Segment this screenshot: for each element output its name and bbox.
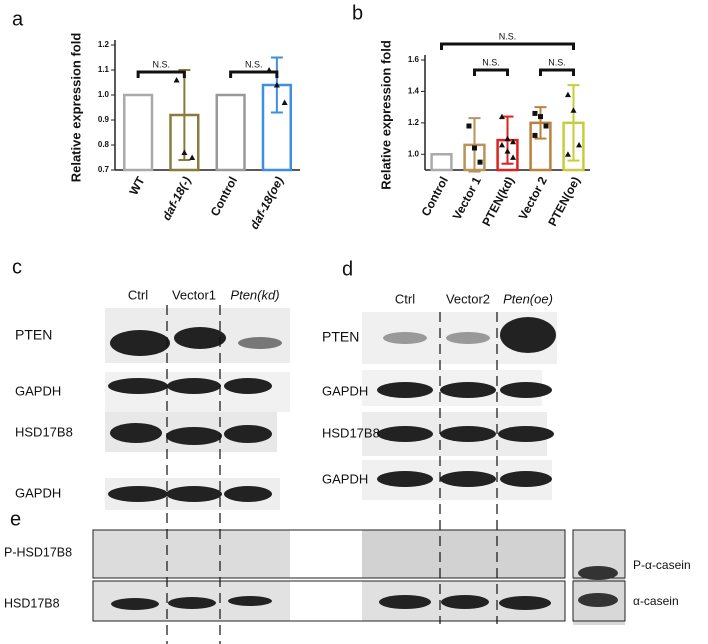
y-tick-label: 1.0 xyxy=(408,149,420,158)
y-tick-label: 1.4 xyxy=(408,87,420,96)
y-axis-label: Relative expression fold xyxy=(68,33,83,183)
x-tick-label: Vector 1 xyxy=(450,174,484,222)
x-tick-label: daf-18(-) xyxy=(159,174,194,222)
row-label: HSD17B8 xyxy=(4,596,60,610)
row-label: GAPDH xyxy=(322,383,368,398)
x-tick-label: PTEN(oe) xyxy=(545,174,583,228)
data-point xyxy=(498,141,505,148)
error-bar xyxy=(468,117,481,173)
y-axis-label: Relative expression fold xyxy=(378,40,393,190)
row-label: HSD17B8 xyxy=(322,425,380,440)
y-tick-label: 1.2 xyxy=(408,118,420,127)
data-point xyxy=(281,99,288,105)
lane-label: Ctrl xyxy=(128,287,148,302)
panel-letter: b xyxy=(352,2,363,24)
error-bar xyxy=(178,69,191,161)
row-label: GAPDH xyxy=(15,485,61,500)
bar xyxy=(430,153,453,172)
panel-letter: d xyxy=(342,258,353,280)
error-bar xyxy=(534,106,547,140)
data-point xyxy=(189,154,196,160)
y-tick-label: 1.2 xyxy=(98,40,110,49)
significance-bracket xyxy=(229,70,279,78)
data-point xyxy=(510,138,517,145)
data-point xyxy=(504,148,511,154)
marker-label: α-casein xyxy=(633,594,679,608)
y-tick-label: 1.1 xyxy=(98,65,110,74)
data-point xyxy=(532,110,538,116)
annotation: N.S. xyxy=(548,57,566,67)
annotation: N.S. xyxy=(499,31,517,41)
significance-bracket xyxy=(539,68,575,76)
annotation: N.S. xyxy=(245,59,263,69)
blot-images xyxy=(92,305,626,644)
panel-letter: c xyxy=(12,256,22,278)
x-tick-label: Control xyxy=(208,174,240,218)
data-point xyxy=(504,135,511,142)
data-point xyxy=(564,151,571,157)
annotation: N.S. xyxy=(152,59,170,69)
x-tick-label: PTEN(kd) xyxy=(479,174,517,228)
data-point xyxy=(173,77,180,83)
lane-label: Vector2 xyxy=(446,291,490,306)
data-point xyxy=(532,132,538,138)
data-point xyxy=(564,91,571,98)
data-point xyxy=(273,82,280,88)
x-tick-label: daf-18(oe) xyxy=(247,174,286,231)
data-point xyxy=(543,123,549,129)
annotation: N.S. xyxy=(482,57,500,67)
row-label: HSD17B8 xyxy=(15,424,73,439)
data-point xyxy=(498,113,505,120)
y-tick-label: 1.6 xyxy=(408,55,420,64)
y-tick-label: 0.8 xyxy=(98,140,110,149)
y-tick-label: 1.0 xyxy=(98,90,110,99)
error-bar xyxy=(567,84,580,162)
data-point xyxy=(510,154,517,160)
data-point xyxy=(472,145,477,151)
significance-bracket xyxy=(136,70,186,78)
panel-letter: a xyxy=(12,8,24,30)
data-point xyxy=(538,114,543,120)
row-label: GAPDH xyxy=(15,383,61,398)
row-label: GAPDH xyxy=(322,471,368,486)
lane-label: Pten(kd) xyxy=(230,287,279,302)
bar xyxy=(123,93,154,172)
panel-letter: e xyxy=(10,508,21,530)
x-tick-label: Control xyxy=(419,174,451,218)
marker-label: P-α-casein xyxy=(633,558,691,572)
data-point xyxy=(477,159,483,165)
y-tick-label: 0.9 xyxy=(98,115,110,124)
bar xyxy=(215,93,246,172)
x-tick-label: Vector 2 xyxy=(516,174,550,222)
data-point xyxy=(181,149,188,155)
row-label: PTEN xyxy=(322,329,359,345)
data-point xyxy=(576,141,583,148)
data-point xyxy=(570,107,577,113)
data-point xyxy=(466,123,472,129)
lane-label: Pten(oe) xyxy=(503,291,553,306)
y-tick-label: 0.7 xyxy=(98,165,110,174)
significance-bracket xyxy=(440,42,575,50)
x-tick-label: WT xyxy=(126,174,147,198)
lane-label: Ctrl xyxy=(395,291,415,306)
row-label: P-HSD17B8 xyxy=(4,545,72,559)
row-label: PTEN xyxy=(15,327,52,343)
lane-label: Vector1 xyxy=(172,287,216,302)
significance-bracket xyxy=(473,68,509,76)
